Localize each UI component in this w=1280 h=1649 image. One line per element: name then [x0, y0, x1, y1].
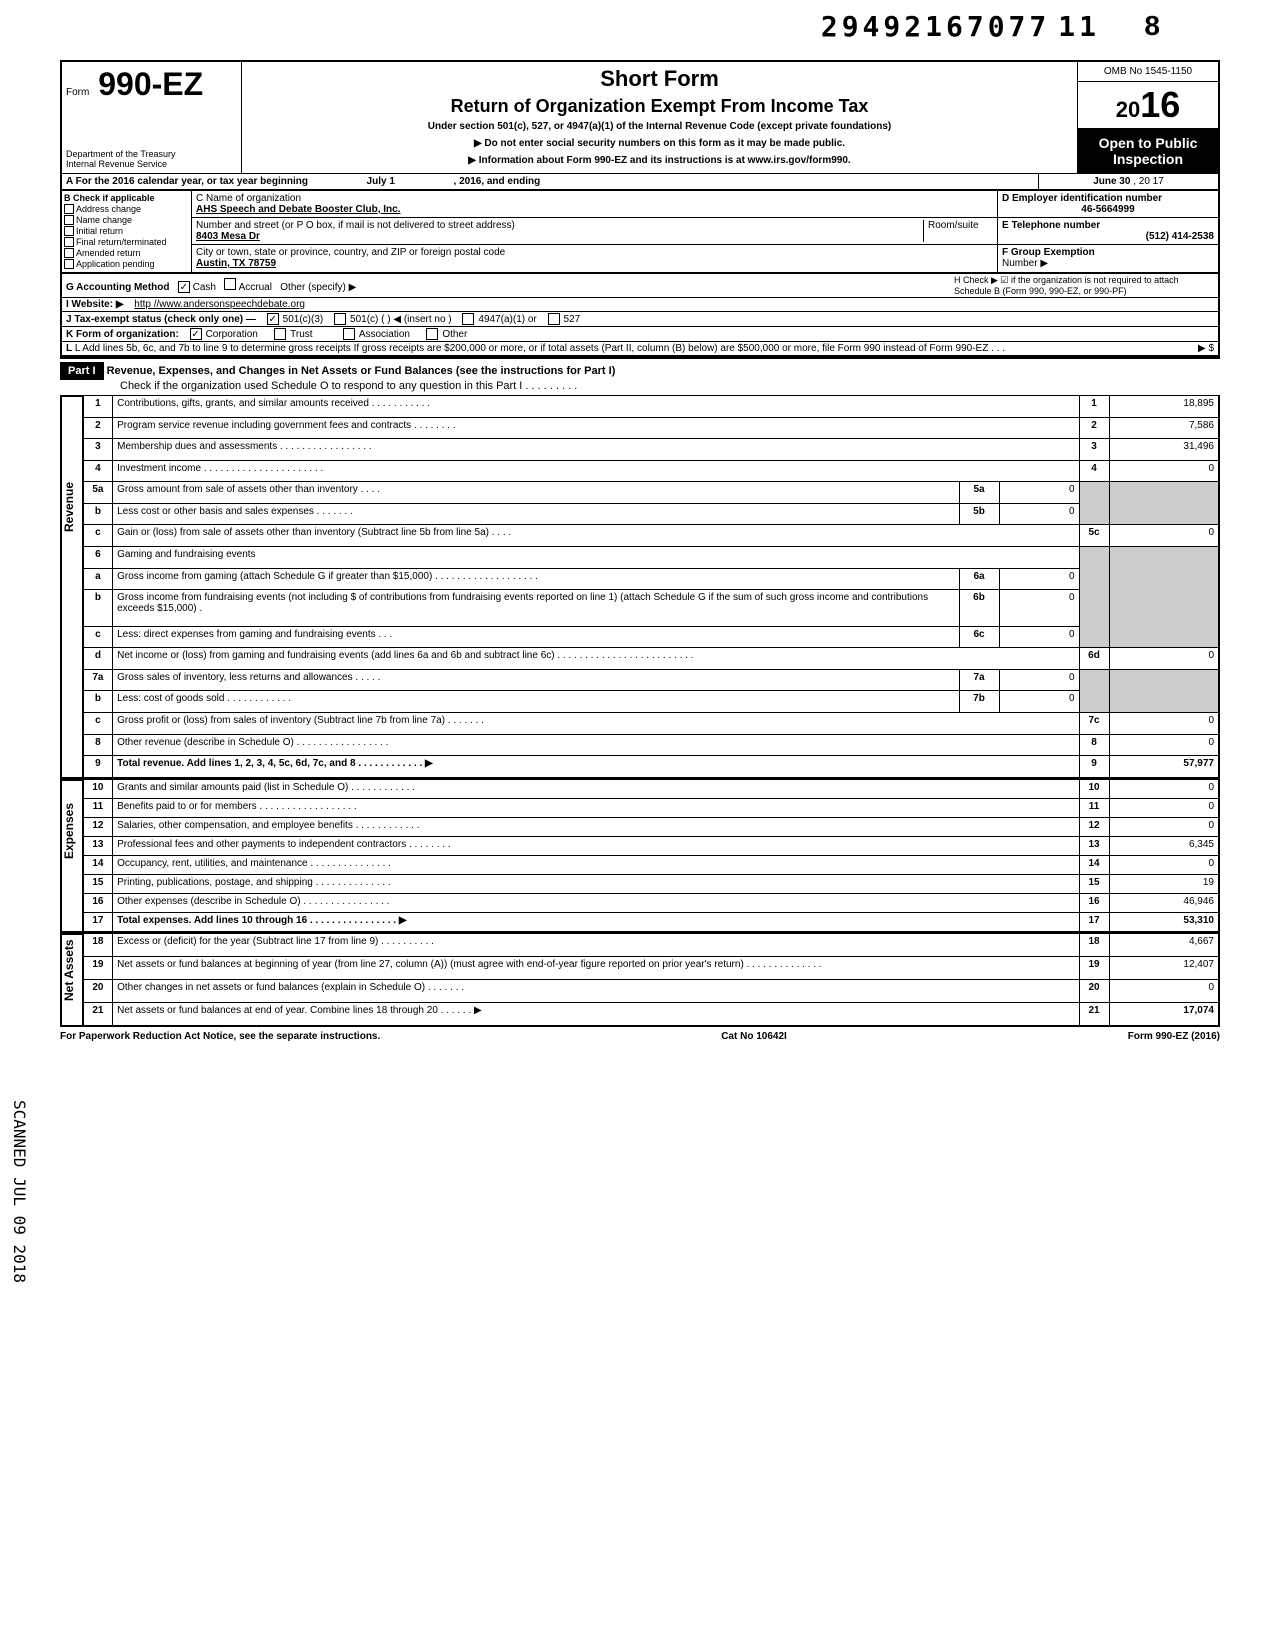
- table-row: bGross income from fundraising events (n…: [83, 590, 1219, 626]
- checkbox-501c3[interactable]: [267, 313, 279, 325]
- checkbox-4947[interactable]: [462, 313, 474, 325]
- table-row: cGain or (loss) from sale of assets othe…: [83, 525, 1219, 547]
- row-j-tax-exempt: J Tax-exempt status (check only one) — 5…: [62, 312, 1218, 327]
- expenses-table: 10Grants and similar amounts paid (list …: [82, 779, 1220, 933]
- section-d: D Employer identification number46-56649…: [998, 191, 1218, 272]
- doc-id: 2949216707711: [821, 10, 1100, 43]
- table-row: 5aGross amount from sale of assets other…: [83, 482, 1219, 504]
- table-row: cGross profit or (loss) from sales of in…: [83, 712, 1219, 734]
- table-row: 20Other changes in net assets or fund ba…: [83, 979, 1219, 1002]
- checkbox-initial-return[interactable]: [64, 226, 74, 236]
- table-row: 16Other expenses (describe in Schedule O…: [83, 893, 1219, 912]
- note-ssn: ▶ Do not enter social security numbers o…: [250, 138, 1069, 149]
- page-footer: For Paperwork Reduction Act Notice, see …: [60, 1027, 1220, 1042]
- row-g-accounting: G Accounting Method Cash Accrual Other (…: [62, 274, 1218, 298]
- revenue-table: 1Contributions, gifts, grants, and simil…: [82, 395, 1220, 779]
- row-a-end: June 30 , 20 17: [1038, 174, 1218, 189]
- table-row: 4Investment income . . . . . . . . . . .…: [83, 460, 1219, 482]
- note-info: ▶ Information about Form 990-EZ and its …: [250, 155, 1069, 166]
- table-row: bLess: cost of goods sold . . . . . . . …: [83, 691, 1219, 713]
- checkbox-501c[interactable]: [334, 313, 346, 325]
- short-form-title: Short Form: [250, 66, 1069, 92]
- net-assets-table: 18Excess or (deficit) for the year (Subt…: [82, 933, 1220, 1027]
- table-row: 10Grants and similar amounts paid (list …: [83, 780, 1219, 799]
- checkbox-cash[interactable]: [178, 281, 190, 293]
- open-to-public: Open to Public Inspection: [1078, 129, 1218, 173]
- phone: (512) 414-2538: [1002, 231, 1214, 242]
- table-row: 21Net assets or fund balances at end of …: [83, 1002, 1219, 1026]
- checkbox-association[interactable]: [343, 328, 355, 340]
- checkbox-application-pending[interactable]: [64, 259, 74, 269]
- street-address: 8403 Mesa Dr: [196, 231, 260, 242]
- part1-header: Part I Revenue, Expenses, and Changes in…: [60, 357, 1220, 395]
- doc-id-suffix: 8: [1144, 10, 1160, 42]
- table-row: 8Other revenue (describe in Schedule O) …: [83, 734, 1219, 756]
- row-h: H Check ▶ ☑ if the organization is not r…: [954, 275, 1214, 296]
- table-row: 17Total expenses. Add lines 10 through 1…: [83, 912, 1219, 932]
- expenses-label: Expenses: [60, 779, 82, 933]
- table-row: 12Salaries, other compensation, and empl…: [83, 817, 1219, 836]
- checkbox-trust[interactable]: [274, 328, 286, 340]
- return-title: Return of Organization Exempt From Incom…: [250, 96, 1069, 117]
- table-row: 3Membership dues and assessments . . . .…: [83, 439, 1219, 461]
- section-b: B Check if applicable Address change Nam…: [62, 191, 192, 272]
- tax-year: 2016: [1078, 82, 1218, 129]
- org-name: AHS Speech and Debate Booster Club, Inc.: [196, 204, 400, 215]
- table-row: 9Total revenue. Add lines 1, 2, 3, 4, 5c…: [83, 756, 1219, 778]
- department: Department of the TreasuryInternal Reven…: [66, 149, 237, 169]
- table-row: cLess: direct expenses from gaming and f…: [83, 626, 1219, 648]
- revenue-label: Revenue: [60, 395, 82, 779]
- table-row: 19Net assets or fund balances at beginni…: [83, 956, 1219, 979]
- table-row: aGross income from gaming (attach Schedu…: [83, 568, 1219, 590]
- checkbox-other[interactable]: [426, 328, 438, 340]
- checkbox-amended[interactable]: [64, 248, 74, 258]
- table-row: 7aGross sales of inventory, less returns…: [83, 669, 1219, 691]
- table-row: bLess cost or other basis and sales expe…: [83, 503, 1219, 525]
- form-number: Form 990-EZ: [66, 66, 237, 103]
- checkbox-527[interactable]: [548, 313, 560, 325]
- row-a: A For the 2016 calendar year, or tax yea…: [62, 174, 1038, 189]
- checkbox-corporation[interactable]: [190, 328, 202, 340]
- row-l: L L Add lines 5b, 6c, and 7b to line 9 t…: [62, 342, 1218, 355]
- table-row: 11Benefits paid to or for members . . . …: [83, 798, 1219, 817]
- net-assets-label: Net Assets: [60, 933, 82, 1027]
- checkbox-name-change[interactable]: [64, 215, 74, 225]
- table-row: 15Printing, publications, postage, and s…: [83, 874, 1219, 893]
- section-c: C Name of organizationAHS Speech and Deb…: [192, 191, 998, 272]
- table-row: 6Gaming and fundraising events: [83, 547, 1219, 569]
- checkbox-final-return[interactable]: [64, 237, 74, 247]
- row-i-website: I Website: ▶ http //www.andersonspeechde…: [62, 298, 1218, 312]
- row-k-form-org: K Form of organization: Corporation Trus…: [62, 327, 1218, 342]
- checkbox-accrual[interactable]: [224, 278, 236, 290]
- table-row: 13Professional fees and other payments t…: [83, 836, 1219, 855]
- under-section: Under section 501(c), 527, or 4947(a)(1)…: [250, 121, 1069, 132]
- ein: 46-5664999: [1002, 204, 1214, 215]
- omb-number: OMB No 1545-1150: [1078, 62, 1218, 82]
- table-row: 14Occupancy, rent, utilities, and mainte…: [83, 855, 1219, 874]
- table-row: 18Excess or (deficit) for the year (Subt…: [83, 934, 1219, 957]
- city-state-zip: Austin, TX 78759: [196, 258, 276, 269]
- checkbox-address-change[interactable]: [64, 204, 74, 214]
- scanned-stamp: SCANNED JUL 09 2018: [10, 1100, 29, 1283]
- table-row: dNet income or (loss) from gaming and fu…: [83, 648, 1219, 670]
- table-row: 2Program service revenue including gover…: [83, 417, 1219, 439]
- table-row: 1Contributions, gifts, grants, and simil…: [83, 396, 1219, 418]
